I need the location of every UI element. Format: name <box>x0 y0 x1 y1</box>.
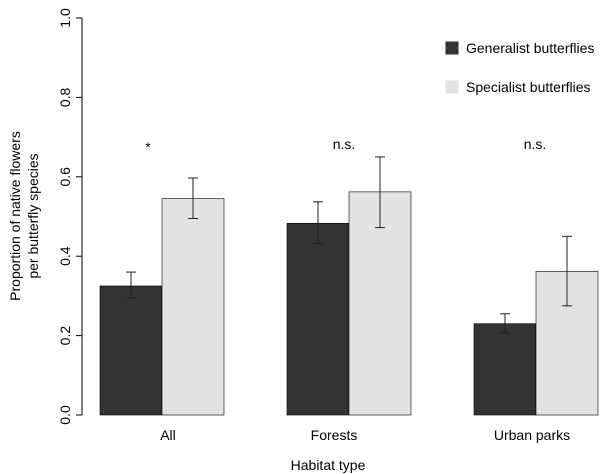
legend-swatch-generalist <box>445 41 459 55</box>
x-category-labels: All Forests Urban parks <box>160 427 570 443</box>
y-tick-label: 1.0 <box>57 8 73 28</box>
legend-label: Specialist butterflies <box>466 79 591 95</box>
specialist-bar <box>161 198 225 416</box>
y-axis-title: Proportion of native flowers per butterfl… <box>7 131 41 301</box>
y-tick-label: 0.6 <box>57 167 73 187</box>
generalist-bar <box>99 285 163 416</box>
y-tick-label: 0.8 <box>57 87 73 107</box>
x-axis-title: Habitat type <box>291 457 366 473</box>
bars-group <box>99 191 599 416</box>
generalist-bar <box>473 323 537 416</box>
significance-label: * <box>145 139 151 155</box>
significance-label: n.s. <box>524 136 547 152</box>
x-category-label: All <box>160 427 176 443</box>
error-bars-group <box>126 156 572 334</box>
legend-swatch-specialist <box>445 80 459 94</box>
y-axis-title-line: per butterfly species <box>25 153 41 278</box>
legend-label: Generalist butterflies <box>466 40 594 56</box>
y-tick-label: 0.2 <box>57 326 73 346</box>
significance-labels: * n.s. n.s. <box>145 136 546 155</box>
y-axis: 0.0 0.2 0.4 0.6 0.8 1.0 <box>57 8 83 425</box>
significance-label: n.s. <box>333 136 356 152</box>
specialist-bar <box>348 191 412 416</box>
x-category-label: Forests <box>311 427 358 443</box>
generalist-bar <box>286 222 350 416</box>
y-tick-label: 0.0 <box>57 405 73 425</box>
y-tick-label: 0.4 <box>57 246 73 266</box>
y-axis-title-line: Proportion of native flowers <box>7 131 23 301</box>
legend: Generalist butterflies Specialist butterf… <box>445 40 594 95</box>
x-category-label: Urban parks <box>494 427 570 443</box>
